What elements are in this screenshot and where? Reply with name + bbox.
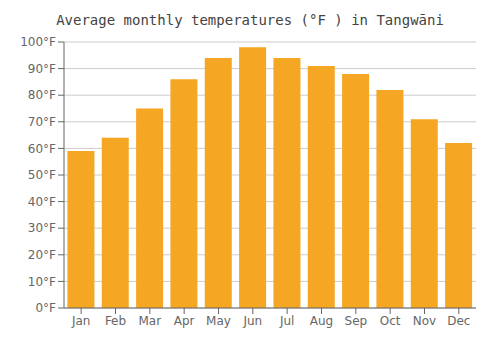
html-text:Average monthly temperatures (: Average monthly temperatures (°F ) in Ta…	[56, 12, 444, 28]
svg-text:Oct: Oct	[380, 314, 401, 328]
svg-text:Jul: Jul	[279, 314, 294, 328]
svg-text:Nov: Nov	[413, 314, 436, 328]
svg-text:60°F: 60°F	[28, 142, 56, 156]
svg-text:90°F: 90°F	[28, 62, 56, 76]
svg-text:50°F: 50°F	[28, 168, 56, 182]
svg-text:May: May	[206, 314, 231, 328]
svg-text:10°F: 10°F	[28, 275, 56, 289]
svg-text:Mar: Mar	[139, 314, 162, 328]
svg-text:Aug: Aug	[310, 314, 333, 328]
svg-text:100°F: 100°F	[20, 35, 56, 49]
svg-text:40°F: 40°F	[28, 195, 56, 209]
svg-text:80°F: 80°F	[28, 88, 56, 102]
svg-text:Dec: Dec	[447, 314, 470, 328]
svg-text:Jun: Jun	[242, 314, 262, 328]
svg-text:Jan: Jan	[71, 314, 91, 328]
svg-text:70°F: 70°F	[28, 115, 56, 129]
svg-text:Sep: Sep	[345, 314, 368, 328]
svg-text:Feb: Feb	[105, 314, 126, 328]
svg-text:0°F: 0°F	[35, 301, 56, 315]
svg-text:Apr: Apr	[174, 314, 195, 328]
svg-text:30°F: 30°F	[28, 221, 56, 235]
svg-text:20°F: 20°F	[28, 248, 56, 262]
